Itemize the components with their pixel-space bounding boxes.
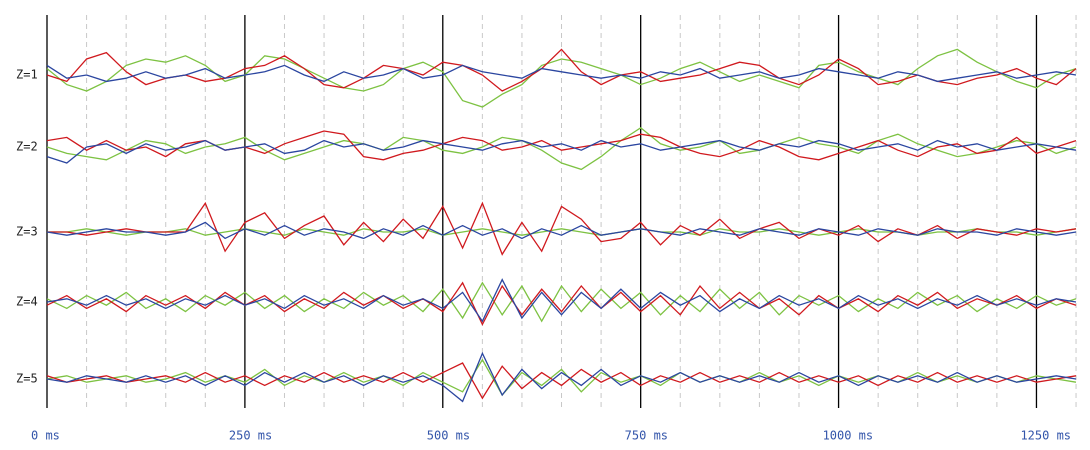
trace bbox=[46, 48, 1077, 92]
row-label: Z=5 bbox=[16, 372, 38, 386]
x-tick-label: 1250 ms bbox=[1020, 429, 1071, 443]
trace bbox=[46, 281, 1077, 326]
x-tick-label: 1000 ms bbox=[823, 429, 874, 443]
trace bbox=[47, 201, 1077, 256]
row-label: Z=3 bbox=[16, 225, 38, 239]
row-label: Z=4 bbox=[16, 295, 38, 309]
row-label: Z=1 bbox=[16, 68, 38, 82]
trace bbox=[46, 139, 1077, 164]
row-label: Z=2 bbox=[16, 140, 38, 154]
x-tick-label: 250 ms bbox=[229, 429, 272, 443]
x-tick-label: 0 ms bbox=[31, 429, 60, 443]
trace bbox=[46, 281, 1077, 323]
trace bbox=[46, 64, 1077, 83]
x-tick-label: 500 ms bbox=[427, 429, 470, 443]
trace bbox=[46, 221, 1077, 240]
trace bbox=[46, 278, 1077, 323]
trace bbox=[46, 358, 1077, 397]
trace bbox=[46, 126, 1077, 171]
x-tick-label: 750 ms bbox=[625, 429, 668, 443]
trace bbox=[46, 351, 1077, 403]
